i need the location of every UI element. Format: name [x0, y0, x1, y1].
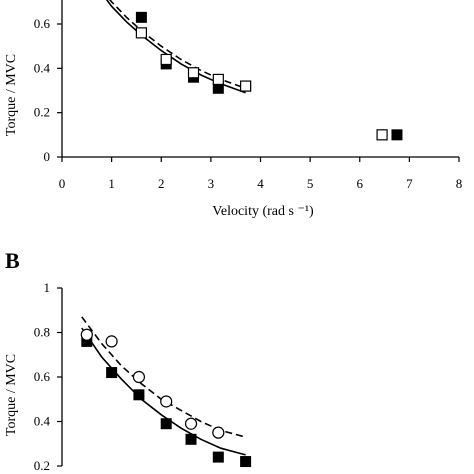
y-tick-label: 0.8	[34, 325, 50, 340]
y-tick-label: 0.6	[34, 369, 51, 384]
data-point-open-circle	[80, 328, 93, 341]
y-tick-label: 0.2	[34, 458, 50, 473]
y-tick-label: 0.2	[34, 105, 50, 120]
data-point-filled-square	[160, 418, 172, 430]
data-point-filled-square	[135, 11, 147, 23]
data-point-open-circle	[184, 417, 198, 430]
data-point-open-square	[376, 129, 388, 141]
x-tick-label: 2	[158, 176, 165, 191]
data-point-filled-square	[185, 433, 197, 445]
fit-curve-solid	[105, 0, 246, 94]
panel-b-letter: B	[5, 248, 20, 273]
panel-a-ylabel: Torque / MVC	[4, 54, 19, 136]
data-point-open-circle	[160, 395, 173, 408]
data-point-filled-square	[391, 129, 403, 141]
y-tick-label: 0	[44, 149, 51, 164]
data-point-open-circle	[132, 370, 146, 384]
y-tick-label: 0.6	[34, 16, 51, 31]
x-tick-label: 5	[307, 176, 314, 191]
fit-curve-dashed	[108, 0, 246, 90]
data-point-filled-square	[240, 456, 252, 468]
y-tick-label: 1	[44, 280, 51, 295]
panel-a-xlabel: Velocity (rad s ⁻¹)	[212, 204, 314, 219]
data-point-filled-square	[133, 389, 145, 401]
data-point-open-circle	[212, 426, 225, 439]
x-tick-label: 4	[257, 176, 264, 191]
panel-b-ylabel: Torque / MVC	[4, 354, 19, 436]
x-tick-label: 6	[357, 176, 364, 191]
x-tick-label: 3	[208, 176, 215, 191]
panel-b-chart: B Torque / MVC 0.2 0.4 0.6 0.8 1	[4, 248, 252, 473]
data-point-open-square	[160, 53, 172, 66]
x-tick-label: 0	[59, 176, 66, 191]
data-point-open-square	[187, 67, 200, 79]
data-point-filled-square	[212, 451, 224, 463]
y-tick-label: 0.4	[34, 60, 51, 75]
data-point-open-square	[212, 73, 224, 86]
fit-curve-solid	[81, 327, 246, 456]
y-tick-label: 0.4	[34, 414, 51, 429]
data-point-open-square	[135, 27, 147, 39]
x-tick-label: 8	[456, 176, 463, 191]
data-point-open-square	[240, 80, 252, 92]
x-tick-label: 1	[108, 176, 115, 191]
data-point-open-circle	[105, 335, 118, 348]
panel-a-chart: Torque / MVC Velocity (rad s ⁻¹) 0 0.2 0.4…	[4, 0, 462, 219]
x-tick-label: 7	[406, 176, 413, 191]
data-point-filled-square	[106, 367, 118, 379]
